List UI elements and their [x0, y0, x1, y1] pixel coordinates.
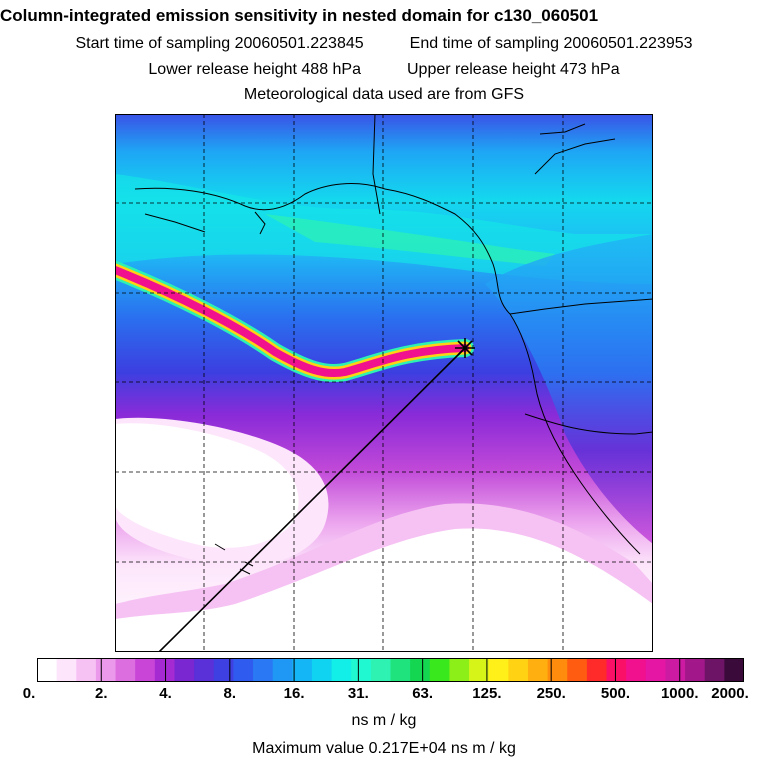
colorbar-tick-label: 2000.	[711, 685, 749, 702]
colorbar-swatch	[567, 658, 588, 682]
colorbar-tick-label: 250.	[536, 685, 566, 702]
sensitivity-map	[115, 114, 653, 652]
colorbar-tick-label: 125.	[472, 685, 502, 702]
colorbar-swatch	[154, 658, 176, 682]
release-heights: Lower release height 488 hPa Upper releas…	[0, 61, 768, 79]
colorbar-swatch	[135, 658, 156, 682]
colorbar-swatch	[449, 658, 470, 682]
map-canvas	[115, 114, 653, 652]
colorbar-swatch	[527, 658, 549, 682]
plot-title: Column-integrated emission sensitivity i…	[0, 6, 599, 25]
colorbar-tick-label: 2.	[95, 685, 108, 702]
colorbar-swatch	[724, 658, 744, 682]
colorbar-swatch	[586, 658, 608, 682]
flight-track-line	[158, 347, 466, 652]
colorbar-units: ns m / kg	[351, 712, 417, 729]
colorbar-swatch	[429, 658, 451, 682]
colorbar-swatch	[370, 658, 392, 682]
colorbar-tick-label: 500.	[600, 685, 631, 702]
colorbar-swatch	[488, 658, 509, 682]
colorbar-tick-label: 4.	[159, 685, 172, 702]
colorbar-tick-label: 1000.	[660, 685, 699, 702]
colorbar-swatch	[174, 658, 195, 682]
colorbar-tick-label: 31.	[347, 685, 369, 702]
sampling-end: End time of sampling 20060501.223953	[409, 35, 693, 52]
met-data-note: Meteorological data used are from GFS	[243, 86, 525, 103]
colorbar-swatch	[253, 658, 274, 682]
colorbar-tick-label: 8.	[223, 685, 237, 702]
colorbar-swatch	[508, 658, 529, 682]
colorbar-swatch	[645, 658, 667, 682]
release-upper: Upper release height 473 hPa	[407, 61, 620, 78]
maximum-value: Maximum value 0.217E+04 ns m / kg	[252, 740, 516, 757]
colorbar-swatch	[194, 658, 215, 682]
colorbar-swatch	[547, 658, 568, 682]
colorbar-tick-label: 0.	[22, 685, 36, 702]
sampling-times: Start time of sampling 20060501.223845 En…	[0, 35, 768, 53]
colorbar-swatch	[95, 658, 117, 682]
colorbar-swatch	[213, 658, 234, 682]
release-point-marker	[455, 338, 475, 358]
sampling-start: Start time of sampling 20060501.223845	[75, 35, 364, 52]
colorbar-swatch	[115, 658, 136, 682]
colorbar-swatch	[37, 658, 58, 682]
colorbar-tick-label: 16.	[283, 685, 305, 702]
colorbar-swatch	[56, 658, 77, 682]
colorbar-swatch	[311, 658, 333, 682]
green-band	[265, 214, 555, 266]
colorbar-canvas	[37, 658, 744, 682]
colorbar	[37, 658, 744, 682]
release-lower: Lower release height 488 hPa	[148, 61, 361, 78]
trajectory-core	[115, 266, 469, 378]
colorbar-swatch	[665, 658, 686, 682]
colorbar-swatch	[233, 658, 254, 682]
colorbar-swatch	[410, 658, 431, 682]
graticule	[115, 114, 653, 652]
colorbar-frame	[37, 658, 744, 682]
colorbar-swatch	[331, 658, 352, 682]
colorbar-swatch	[272, 658, 293, 682]
colorbar-swatch	[390, 658, 411, 682]
colorbar-swatch	[685, 658, 706, 682]
colorbar-tick-label: 63.	[412, 685, 434, 702]
colorbar-swatch	[76, 658, 97, 682]
coastlines	[134, 114, 653, 575]
colorbar-swatch	[606, 658, 627, 682]
colorbar-swatch	[704, 658, 725, 682]
colorbar-swatch	[469, 658, 490, 682]
colorbar-swatch	[626, 658, 647, 682]
map-frame	[115, 114, 653, 652]
colorbar-swatch	[292, 658, 313, 682]
colorbar-swatch	[351, 658, 372, 682]
